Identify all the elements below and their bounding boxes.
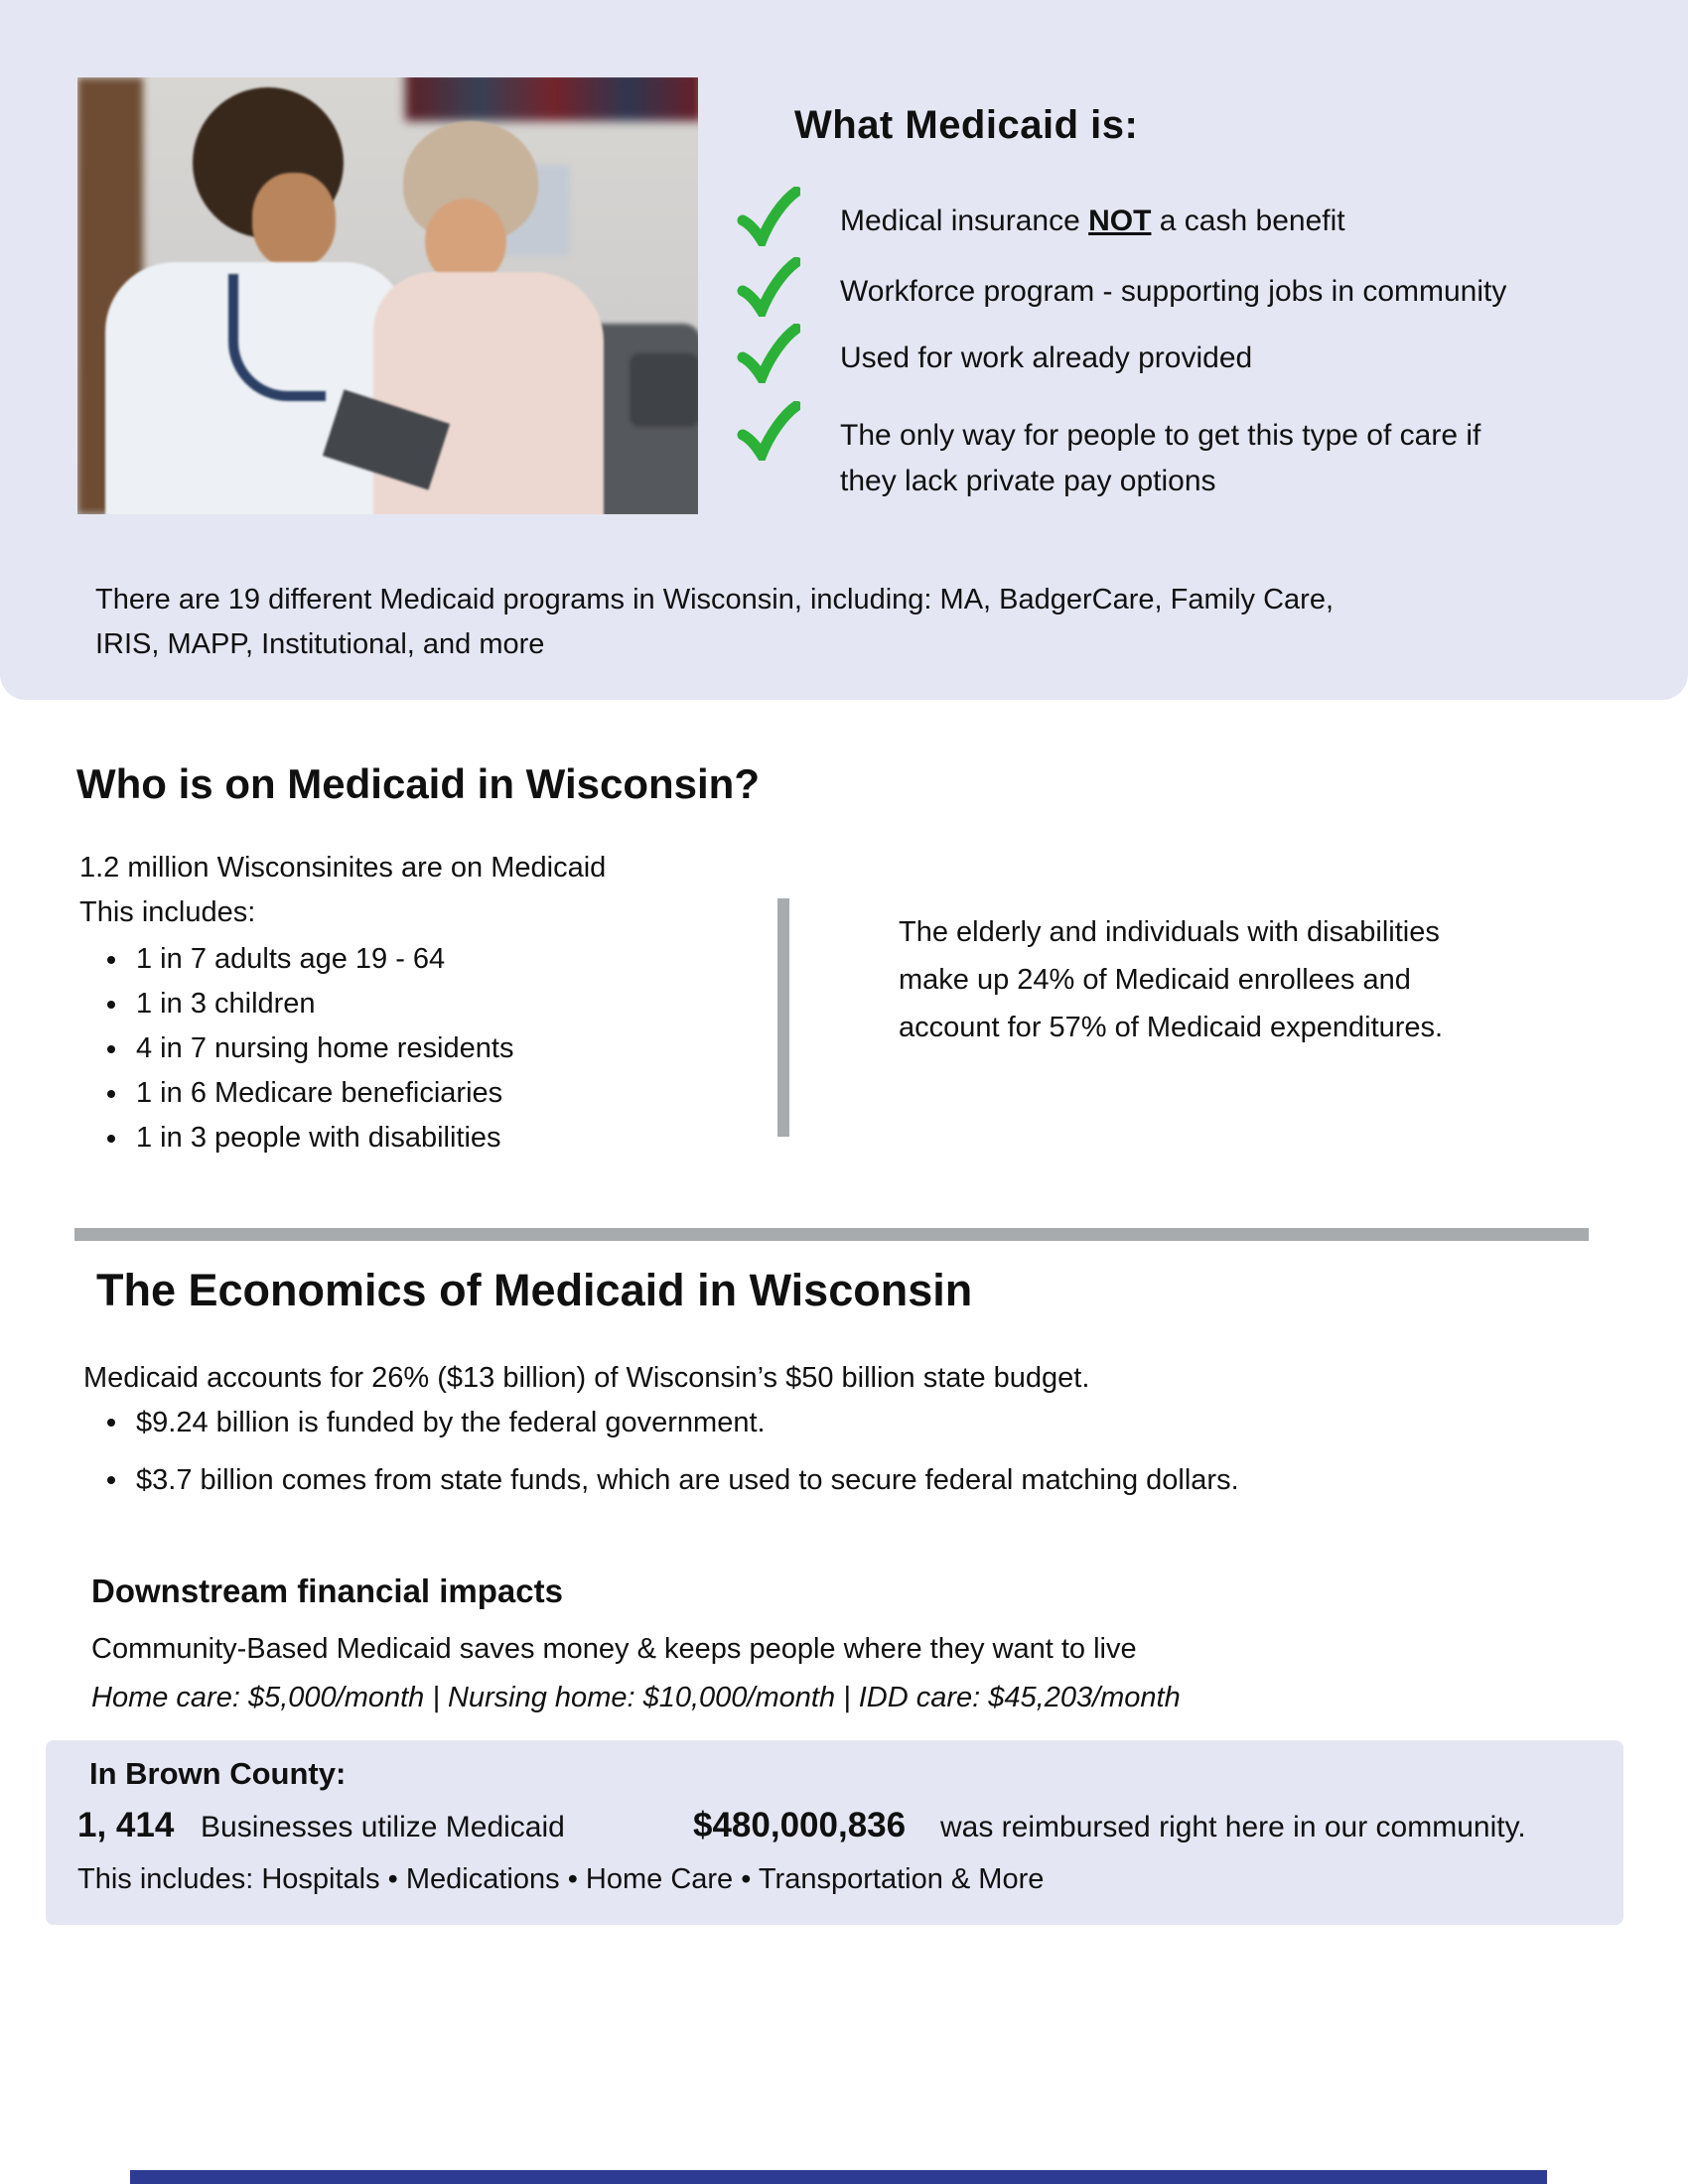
list-item: 4 in 7 nursing home residents bbox=[107, 1026, 513, 1071]
programs-note-line: There are 19 different Medicaid programs… bbox=[95, 584, 1334, 615]
hero-section: What Medicaid is: Medical insurance NOT … bbox=[0, 0, 1688, 700]
bullet-dot-icon bbox=[107, 1089, 115, 1098]
downstream-savings-line: Community-Based Medicaid saves money & k… bbox=[91, 1633, 1137, 1665]
who-section-title: Who is on Medicaid in Wisconsin? bbox=[76, 760, 760, 807]
bullet-label: 1 in 3 children bbox=[136, 988, 316, 1020]
who-includes-label: This includes: bbox=[79, 896, 256, 928]
checklist-text-bold: NOT bbox=[1088, 205, 1152, 237]
bullet-dot-icon bbox=[107, 1044, 115, 1053]
checkmark-icon bbox=[737, 187, 800, 246]
footer-accent-bar bbox=[130, 2170, 1547, 2184]
photo-shape bbox=[252, 173, 336, 268]
photo-shape bbox=[405, 77, 698, 121]
list-item: $9.24 billion is funded by the federal g… bbox=[107, 1394, 1239, 1451]
checklist-text: a cash benefit bbox=[1151, 205, 1345, 237]
what-medicaid-title: What Medicaid is: bbox=[794, 103, 1139, 147]
who-bullet-list: 1 in 7 adults age 19 - 64 1 in 3 childre… bbox=[107, 937, 513, 1160]
bullet-dot-icon bbox=[107, 955, 115, 964]
section-divider bbox=[74, 1228, 1589, 1241]
businesses-count-value: 1, 414 bbox=[77, 1806, 175, 1844]
economics-bullet-list: $9.24 billion is funded by the federal g… bbox=[107, 1394, 1239, 1509]
economics-intro: Medicaid accounts for 26% ($13 billion) … bbox=[83, 1362, 1090, 1394]
bullet-label: $9.24 billion is funded by the federal g… bbox=[136, 1406, 766, 1438]
bullet-dot-icon bbox=[107, 1419, 115, 1427]
checklist-item-label: The only way for people to get this type… bbox=[840, 409, 1480, 504]
reimbursed-amount-value: $480,000,836 bbox=[693, 1806, 907, 1844]
list-item: 1 in 3 people with disabilities bbox=[107, 1116, 513, 1160]
checklist-item-label: Workforce program - supporting jobs in c… bbox=[840, 275, 1507, 308]
checkmark-icon bbox=[737, 257, 800, 317]
bullet-dot-icon bbox=[107, 1476, 115, 1484]
list-item: $3.7 billion comes from state funds, whi… bbox=[107, 1451, 1239, 1509]
bullet-label: $3.7 billion comes from state funds, whi… bbox=[136, 1463, 1239, 1496]
photo-shape bbox=[228, 274, 326, 401]
bullet-label: 1 in 6 Medicare beneficiaries bbox=[136, 1077, 503, 1109]
bullet-label: 4 in 7 nursing home residents bbox=[136, 1032, 514, 1064]
nurse-patient-photo bbox=[77, 77, 698, 514]
brown-county-stats-row: 1, 414 Businesses utilize Medicaid $480,… bbox=[46, 1806, 1623, 1851]
checklist-item: The only way for people to get this type… bbox=[737, 401, 1480, 504]
bullet-label: 1 in 7 adults age 19 - 64 bbox=[136, 943, 446, 975]
photo-shape bbox=[425, 199, 506, 286]
quote-accent-bar bbox=[777, 898, 789, 1137]
quote-line: make up 24% of Medicaid enrollees and bbox=[899, 964, 1411, 996]
reimbursed-amount-label: was reimbursed right here in our communi… bbox=[940, 1811, 1526, 1843]
brown-county-box: In Brown County: 1, 414 Businesses utili… bbox=[46, 1740, 1623, 1925]
list-item: 1 in 6 Medicare beneficiaries bbox=[107, 1071, 513, 1116]
bullet-dot-icon bbox=[107, 1134, 115, 1143]
checklist-text-line: they lack private pay options bbox=[840, 465, 1216, 497]
care-cost-comparison: Home care: $5,000/month | Nursing home: … bbox=[91, 1682, 1181, 1713]
brown-county-title: In Brown County: bbox=[89, 1756, 347, 1791]
checkmark-icon bbox=[737, 324, 800, 383]
checklist-item-label: Used for work already provided bbox=[840, 341, 1253, 374]
brown-county-includes: This includes: Hospitals • Medications •… bbox=[77, 1863, 1045, 1895]
checklist-item: Used for work already provided bbox=[737, 324, 1253, 383]
elderly-disabilities-quote: The elderly and individuals with disabil… bbox=[899, 908, 1443, 1051]
businesses-count-label: Businesses utilize Medicaid bbox=[201, 1811, 565, 1843]
quote-line: account for 57% of Medicaid expenditures… bbox=[899, 1012, 1444, 1043]
photo-shape bbox=[630, 353, 698, 427]
who-intro: 1.2 million Wisconsinites are on Medicai… bbox=[79, 852, 607, 884]
quote-line: The elderly and individuals with disabil… bbox=[899, 916, 1440, 948]
list-item: 1 in 7 adults age 19 - 64 bbox=[107, 937, 513, 982]
checkmark-icon bbox=[737, 401, 800, 461]
bullet-label: 1 in 3 people with disabilities bbox=[136, 1122, 501, 1154]
checklist-text-line: The only way for people to get this type… bbox=[840, 419, 1481, 452]
programs-note-line: IRIS, MAPP, Institutional, and more bbox=[95, 628, 545, 660]
checklist-text: Medical insurance bbox=[840, 205, 1089, 237]
list-item: 1 in 3 children bbox=[107, 982, 513, 1026]
downstream-impacts-title: Downstream financial impacts bbox=[91, 1572, 563, 1609]
programs-note: There are 19 different Medicaid programs… bbox=[95, 578, 1334, 667]
checklist-item: Medical insurance NOT a cash benefit bbox=[737, 187, 1345, 246]
bullet-dot-icon bbox=[107, 1000, 115, 1009]
checklist-item: Workforce program - supporting jobs in c… bbox=[737, 257, 1507, 317]
economics-section-title: The Economics of Medicaid in Wisconsin bbox=[96, 1265, 973, 1315]
checklist-item-label: Medical insurance NOT a cash benefit bbox=[840, 195, 1345, 244]
